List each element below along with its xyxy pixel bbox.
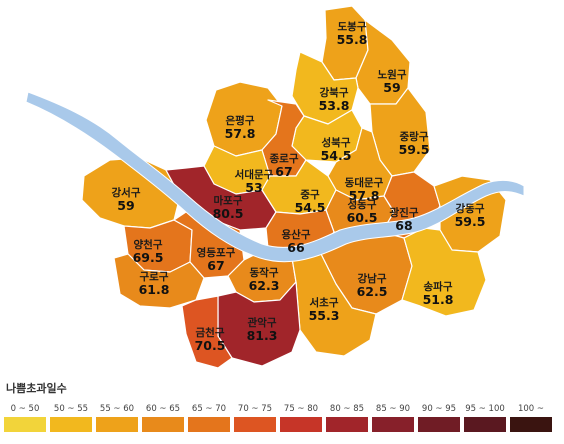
district-name-label: 중구	[300, 189, 320, 201]
district-value-label: 60.5	[347, 210, 378, 225]
district-value-label: 59.5	[399, 142, 430, 157]
legend-label: 95 ~ 100	[465, 404, 505, 414]
district-songpa[interactable]	[401, 227, 487, 317]
district-name-label: 광진구	[390, 206, 419, 219]
legend: 0 ~ 50 50 ~ 55 55 ~ 60 60 ~ 65 65 ~ 70 70 ~ 7…	[4, 401, 560, 441]
district-name-label: 금천구	[196, 326, 225, 339]
legend-label: 55 ~ 60	[99, 404, 135, 414]
district-name-label: 강동구	[456, 202, 485, 215]
district-name-label: 마포구	[214, 194, 243, 207]
district-name-label: 영등포구	[197, 246, 236, 259]
legend-item: 0 ~ 50	[4, 401, 46, 432]
district-value-label: 59	[117, 198, 134, 213]
district-name-label: 강북구	[320, 86, 349, 99]
district-value-label: 54.5	[295, 200, 326, 215]
legend-swatch	[4, 417, 46, 432]
district-value-label: 80.5	[213, 206, 244, 221]
legend-label: 65 ~ 70	[191, 404, 227, 414]
district-value-label: 67	[275, 164, 292, 179]
legend-label: 70 ~ 75	[237, 404, 273, 414]
district-name-label: 성북구	[322, 136, 351, 149]
legend-label: 75 ~ 80	[283, 404, 319, 414]
district-value-label: 59.5	[455, 214, 486, 229]
district-value-label: 53.8	[319, 98, 350, 113]
district-value-label: 81.3	[247, 328, 278, 343]
district-value-label: 55.8	[337, 32, 368, 47]
district-value-label: 68	[395, 218, 412, 233]
legend-swatch	[188, 417, 230, 432]
legend-label: 0 ~ 50	[10, 404, 40, 414]
district-value-label: 59	[383, 80, 400, 95]
legend-item: 65 ~ 70	[188, 401, 230, 432]
legend-swatch	[418, 417, 460, 432]
district-name-label: 강남구	[358, 272, 387, 285]
district-value-label: 54.5	[321, 148, 352, 163]
district-value-label: 55.3	[309, 308, 340, 323]
district-value-label: 51.8	[423, 292, 454, 307]
legend-item: 70 ~ 75	[234, 401, 276, 432]
district-name-label: 서초구	[310, 296, 339, 309]
district-name-label: 양천구	[134, 238, 163, 251]
district-value-label: 61.8	[139, 282, 170, 297]
district-name-label: 종로구	[270, 153, 299, 165]
district-name-label: 성동구	[348, 198, 377, 211]
legend-item: 50 ~ 55	[50, 401, 92, 432]
legend-swatch	[142, 417, 184, 432]
legend-label: 50 ~ 55	[53, 404, 89, 414]
seoul-map: 도봉구55.8노원구59강북구53.8은평구57.8성북구54.5중랑구59.5…	[25, 5, 525, 369]
legend-item: 85 ~ 90	[372, 401, 414, 432]
legend-label: 80 ~ 85	[329, 404, 365, 414]
legend-label: 85 ~ 90	[375, 404, 411, 414]
legend-label: 60 ~ 65	[145, 404, 181, 414]
district-name-label: 강서구	[112, 186, 141, 199]
district-name-label: 구로구	[140, 271, 169, 283]
legend-swatch	[372, 417, 414, 432]
district-value-label: 69.5	[133, 250, 164, 265]
legend-swatch	[280, 417, 322, 432]
district-value-label: 62.5	[357, 284, 388, 299]
district-name-label: 관악구	[248, 316, 277, 329]
district-geumcheon[interactable]	[181, 295, 233, 369]
district-guro[interactable]	[113, 253, 205, 309]
district-value-label: 57.8	[349, 188, 380, 203]
district-name-label: 동작구	[250, 266, 279, 279]
district-name-label: 동대문구	[345, 176, 384, 189]
legend-swatch	[510, 417, 552, 432]
district-value-label: 53	[245, 180, 262, 195]
district-name-label: 서대문구	[235, 168, 274, 181]
legend-label: 100 ~	[517, 404, 545, 414]
legend-item: 95 ~ 100	[464, 401, 506, 432]
district-value-label: 62.3	[249, 278, 280, 293]
district-value-label: 57.8	[225, 126, 256, 141]
legend-item: 80 ~ 85	[326, 401, 368, 432]
district-name-label: 은평구	[226, 114, 255, 127]
legend-swatch	[50, 417, 92, 432]
legend-swatch	[96, 417, 138, 432]
district-name-label: 송파구	[424, 280, 453, 293]
legend-swatch	[464, 417, 506, 432]
legend-title: 나쁨초과일수	[6, 382, 67, 395]
legend-swatch	[234, 417, 276, 432]
legend-item: 60 ~ 65	[142, 401, 184, 432]
district-name-label: 도봉구	[338, 21, 367, 33]
legend-item: 55 ~ 60	[96, 401, 138, 432]
district-name-label: 중랑구	[400, 131, 429, 143]
legend-item: 100 ~	[510, 401, 552, 432]
district-name-label: 노원구	[378, 68, 407, 81]
district-name-label: 용산구	[282, 228, 311, 241]
legend-swatch	[326, 417, 368, 432]
legend-label: 90 ~ 95	[421, 404, 457, 414]
han-river	[25, 91, 525, 263]
district-value-label: 70.5	[195, 338, 226, 353]
legend-item: 90 ~ 95	[418, 401, 460, 432]
district-value-label: 66	[287, 240, 305, 255]
district-value-label: 67	[207, 258, 224, 273]
legend-item: 75 ~ 80	[280, 401, 322, 432]
